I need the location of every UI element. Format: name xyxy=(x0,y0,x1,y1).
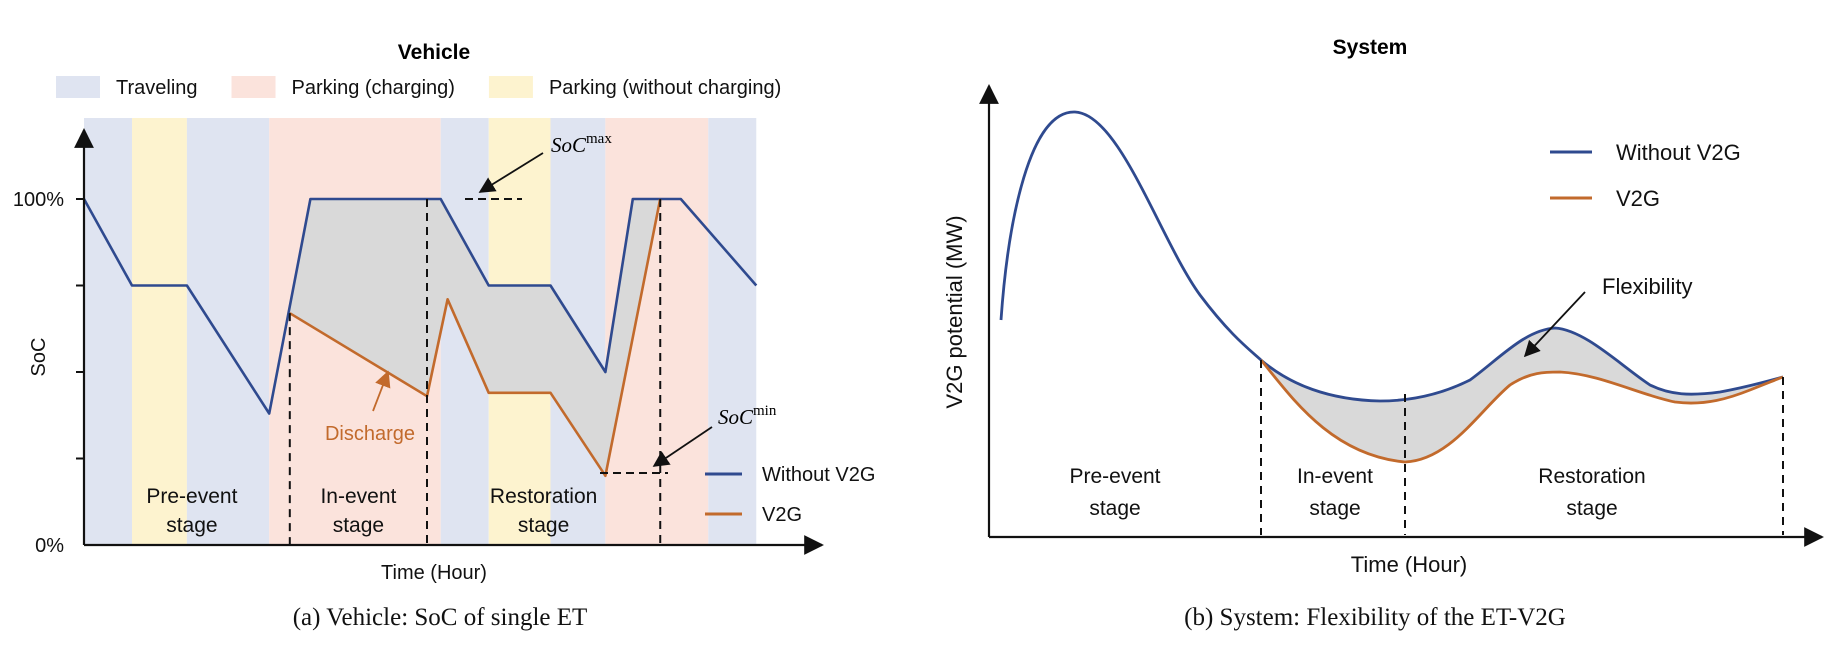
panel-a-y-label: SoC xyxy=(28,338,50,377)
panel-a-stage-3-line2: stage xyxy=(518,514,569,537)
panel-a-activity-swatch-3 xyxy=(488,76,533,98)
panel-b-caption: (b) System: Flexibility of the ET-V2G xyxy=(1184,604,1566,631)
panel-a-activity-legend: Traveling Parking (charging) Parking (with… xyxy=(56,76,781,99)
panel-b-stage-2-line2: stage xyxy=(1309,497,1360,520)
panel-b-flexibility-arrow xyxy=(1523,291,1586,358)
panel-a-discharge-label: Discharge xyxy=(325,423,415,445)
panel-b-x-label: Time (Hour) xyxy=(1351,552,1468,577)
panel-a-ytick-label-0: 0% xyxy=(35,535,64,557)
panel-b-series-v2g xyxy=(1259,359,1784,464)
panel-b-title: System xyxy=(1333,36,1408,59)
panel-a-series-without-v2g xyxy=(82,197,758,415)
panel-b-series-without-v2g xyxy=(999,110,1784,403)
panel-a-socmax-label: SoCmax xyxy=(551,131,612,157)
panel-b-stage-3-line1: Restoration xyxy=(1538,465,1645,488)
panel-a-soc-gap-fill xyxy=(289,199,661,476)
panel-a-stage-1-line1: Pre-event xyxy=(146,485,237,508)
panel-b-flexibility-label: Flexibility xyxy=(1602,274,1692,299)
panel-a-activity-swatch-1 xyxy=(56,76,100,98)
panel-b-system-flexibility: System V2G potential (MW) Time (Hour) Pr… xyxy=(942,36,1824,631)
panel-a-activity-label-2: Parking (charging) xyxy=(292,77,455,99)
panel-a-x-label: Time (Hour) xyxy=(381,562,487,584)
panel-a-caption: (a) Vehicle: SoC of single ET xyxy=(293,604,588,631)
panel-a-stage-2-line2: stage xyxy=(333,514,384,537)
panel-b-legend-label-without-v2g: Without V2G xyxy=(1616,140,1741,165)
panel-a-series-legend: Without V2G V2G xyxy=(705,464,875,526)
panel-a-title: Vehicle xyxy=(398,41,470,64)
panel-a-band-2 xyxy=(132,118,187,545)
panel-a-activity-label-1: Traveling xyxy=(116,77,198,99)
panel-a-stage-1-line2: stage xyxy=(166,514,217,537)
panel-a-stage-labels: Pre-event stage In-event stage Restoration st… xyxy=(146,485,597,537)
panel-b-stage-1-line2: stage xyxy=(1089,497,1140,520)
panel-b-flexibility-fill xyxy=(1261,328,1783,462)
panel-a-socmax-arrow xyxy=(478,152,544,193)
panel-b-stage-1-line1: Pre-event xyxy=(1069,465,1160,488)
panel-a-stage-boundaries xyxy=(288,199,662,545)
panel-a-ytick-label-100: 100% xyxy=(13,189,64,211)
panel-a-socmin-arrow xyxy=(652,426,713,467)
panel-a-activity-swatch-2 xyxy=(231,76,276,98)
panel-a-legend-label-2: V2G xyxy=(762,504,802,526)
panel-a-band-1 xyxy=(84,118,133,545)
panel-a-vehicle-soc: Vehicle Traveling Parking (charging) Parki… xyxy=(13,41,876,631)
panel-a-y-ticks xyxy=(76,198,84,460)
panel-b-stage-3-line2: stage xyxy=(1566,497,1617,520)
panel-a-discharge-arrow xyxy=(372,370,391,412)
panel-b-y-label: V2G potential (MW) xyxy=(942,215,967,408)
panel-a-legend-label-1: Without V2G xyxy=(762,464,875,486)
panel-a-stage-3-line1: Restoration xyxy=(490,485,597,508)
panel-a-socmin-label: SoCmin xyxy=(718,403,777,429)
panel-a-band-9 xyxy=(708,118,757,545)
panel-b-stage-2-line1: In-event xyxy=(1297,465,1373,488)
panel-a-band-3 xyxy=(186,118,270,545)
panel-a-stage-2-line1: In-event xyxy=(320,485,396,508)
panel-a-activity-label-3: Parking (without charging) xyxy=(549,77,781,99)
panel-b-legend-label-v2g: V2G xyxy=(1616,186,1660,211)
